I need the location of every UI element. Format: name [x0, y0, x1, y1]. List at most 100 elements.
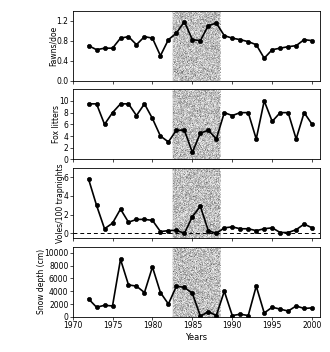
Point [202, 66, 207, 72]
Point [183, 225, 189, 231]
Point [172, 44, 177, 49]
Point [178, 61, 183, 66]
Point [176, 278, 181, 284]
Point [177, 256, 182, 262]
Point [216, 260, 221, 266]
Point [216, 98, 221, 103]
Point [198, 208, 203, 213]
Point [189, 165, 194, 171]
Point [213, 184, 218, 190]
Point [189, 168, 194, 173]
Point [188, 26, 193, 32]
Point [214, 43, 219, 49]
Point [173, 34, 179, 40]
Point [186, 178, 191, 184]
Point [188, 278, 193, 284]
Point [215, 128, 220, 134]
Point [196, 230, 201, 236]
Point [187, 270, 192, 276]
Point [192, 188, 197, 193]
Point [212, 306, 217, 312]
Point [175, 200, 180, 206]
Point [183, 125, 188, 130]
Point [176, 175, 182, 181]
Point [205, 147, 211, 152]
Point [215, 288, 220, 293]
Point [186, 87, 191, 93]
Point [195, 216, 200, 222]
Point [177, 301, 182, 307]
Point [174, 195, 179, 201]
Point [173, 245, 179, 251]
Point [214, 9, 219, 14]
Point [189, 110, 194, 116]
Point [216, 15, 221, 21]
Point [176, 166, 181, 172]
Point [174, 15, 180, 21]
Point [216, 278, 222, 284]
Point [205, 128, 211, 134]
Point [181, 170, 186, 175]
Point [187, 313, 192, 319]
Point [184, 76, 190, 81]
Point [171, 264, 177, 269]
Point [214, 77, 219, 83]
Point [212, 179, 217, 185]
Point [197, 175, 202, 181]
Point [172, 227, 177, 232]
Point [211, 230, 216, 235]
Point [189, 74, 194, 79]
Point [215, 308, 220, 313]
Point [200, 234, 205, 239]
Point [190, 55, 196, 60]
Point [174, 88, 179, 94]
Point [174, 184, 179, 189]
Point [186, 17, 191, 22]
Point [205, 226, 210, 232]
Point [213, 224, 218, 230]
Point [202, 309, 208, 315]
Point [188, 99, 193, 105]
Point [174, 140, 179, 146]
Point [205, 132, 211, 137]
Point [210, 204, 215, 210]
Point [181, 69, 186, 75]
Point [182, 31, 187, 36]
Point [199, 54, 205, 60]
Point [211, 295, 216, 301]
Point [212, 67, 217, 73]
Point [194, 179, 200, 184]
Point [188, 112, 193, 117]
Point [180, 207, 185, 212]
Point [213, 179, 218, 185]
Point [213, 175, 218, 181]
Point [216, 141, 221, 147]
Point [175, 313, 180, 318]
Point [208, 190, 213, 195]
Point [189, 303, 194, 308]
Point [197, 133, 202, 139]
Point [209, 233, 214, 239]
Point [185, 289, 190, 295]
Point [180, 279, 185, 285]
Point [175, 50, 180, 55]
Point [174, 202, 180, 208]
Point [212, 57, 217, 63]
Point [191, 203, 196, 209]
Point [199, 184, 204, 189]
Point [194, 221, 200, 226]
Point [182, 95, 187, 100]
Point [216, 56, 221, 62]
Point [190, 250, 195, 256]
Point [202, 121, 207, 127]
Point [189, 93, 194, 99]
Point [214, 194, 219, 200]
Point [201, 262, 207, 268]
Point [183, 281, 188, 286]
Point [208, 108, 213, 113]
Point [212, 45, 217, 50]
Point [203, 288, 209, 293]
Point [200, 174, 205, 179]
Point [207, 58, 213, 64]
Point [191, 251, 197, 257]
